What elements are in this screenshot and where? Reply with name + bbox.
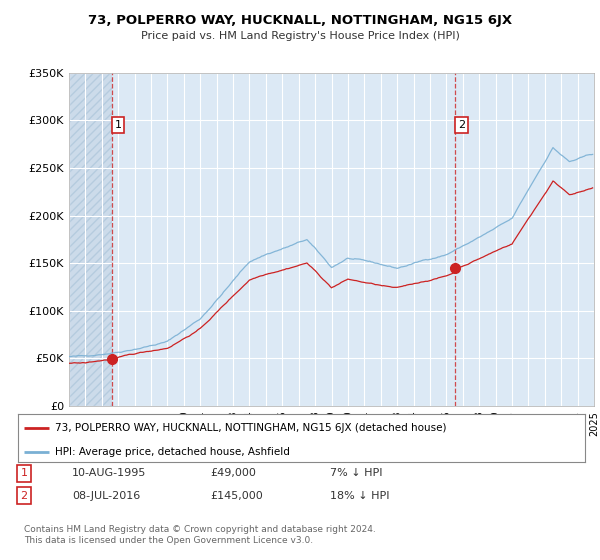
Text: 10-AUG-1995: 10-AUG-1995 — [72, 468, 146, 478]
Text: 73, POLPERRO WAY, HUCKNALL, NOTTINGHAM, NG15 6JX (detached house): 73, POLPERRO WAY, HUCKNALL, NOTTINGHAM, … — [55, 423, 446, 433]
Text: 2: 2 — [458, 120, 465, 130]
Bar — [69, 73, 112, 406]
Text: £145,000: £145,000 — [210, 491, 263, 501]
Text: 2: 2 — [20, 491, 28, 501]
Text: Price paid vs. HM Land Registry's House Price Index (HPI): Price paid vs. HM Land Registry's House … — [140, 31, 460, 41]
Text: £49,000: £49,000 — [210, 468, 256, 478]
Text: 73, POLPERRO WAY, HUCKNALL, NOTTINGHAM, NG15 6JX: 73, POLPERRO WAY, HUCKNALL, NOTTINGHAM, … — [88, 14, 512, 27]
Text: 7% ↓ HPI: 7% ↓ HPI — [330, 468, 383, 478]
Text: 18% ↓ HPI: 18% ↓ HPI — [330, 491, 389, 501]
Text: 1: 1 — [20, 468, 28, 478]
Text: 08-JUL-2016: 08-JUL-2016 — [72, 491, 140, 501]
Text: Contains HM Land Registry data © Crown copyright and database right 2024.
This d: Contains HM Land Registry data © Crown c… — [24, 525, 376, 545]
Text: 1: 1 — [115, 120, 122, 130]
Text: HPI: Average price, detached house, Ashfield: HPI: Average price, detached house, Ashf… — [55, 446, 290, 456]
